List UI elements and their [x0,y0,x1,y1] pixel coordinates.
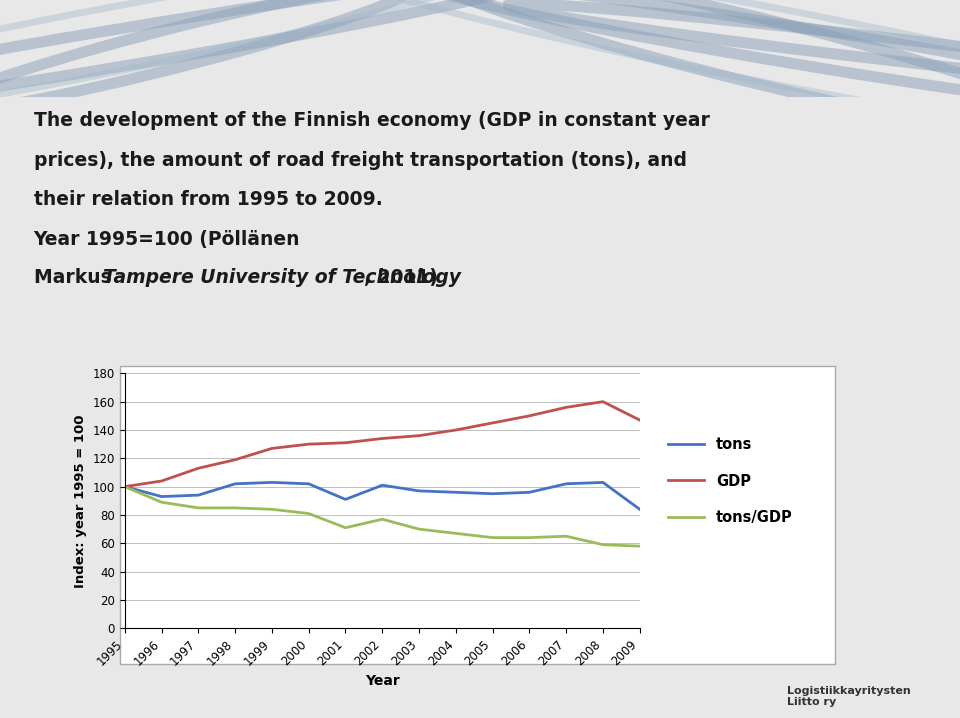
GDP [303,440,315,449]
tons [487,490,498,498]
tons/GDP [561,532,572,541]
tons/GDP [487,533,498,542]
tons [561,480,572,488]
tons/GDP [303,509,315,518]
tons/GDP [597,541,609,549]
tons/GDP [229,503,241,512]
tons [303,480,315,488]
tons/GDP [376,515,388,523]
Text: Logistiikkayritysten
Liitto ry: Logistiikkayritysten Liitto ry [787,686,911,707]
tons [450,488,462,497]
GDP [414,432,425,440]
tons/GDP [193,503,204,512]
GDP [450,426,462,434]
tons [523,488,535,497]
GDP [376,434,388,443]
GDP [523,411,535,420]
GDP [119,482,131,491]
GDP [487,419,498,427]
Y-axis label: Index: year 1995 = 100: Index: year 1995 = 100 [74,414,87,587]
GDP [156,477,167,485]
tons/GDP [414,525,425,533]
tons [634,505,645,513]
Text: , 2011): , 2011) [364,268,438,286]
GDP [597,397,609,406]
Text: prices), the amount of road freight transportation (tons), and: prices), the amount of road freight tran… [34,151,686,169]
Text: their relation from 1995 to 2009.: their relation from 1995 to 2009. [34,190,382,209]
tons/GDP [450,529,462,538]
GDP [634,416,645,424]
tons/GDP [119,482,131,491]
GDP [193,464,204,472]
tons [597,478,609,487]
tons [414,487,425,495]
GDP [229,455,241,464]
Line: tons: tons [125,482,639,509]
tons [266,478,277,487]
tons/GDP [340,523,351,532]
tons/GDP [266,505,277,513]
tons [193,491,204,500]
tons [229,480,241,488]
tons [156,493,167,501]
X-axis label: Year: Year [365,674,399,688]
Line: tons/GDP: tons/GDP [125,487,639,546]
tons [340,495,351,504]
Line: GDP: GDP [125,401,639,487]
Text: Year 1995=100 (Pöllänen: Year 1995=100 (Pöllänen [34,230,300,248]
Text: Tampere University of Technology: Tampere University of Technology [103,268,461,286]
tons/GDP [634,542,645,551]
tons [376,481,388,490]
tons/GDP [523,533,535,542]
GDP [561,403,572,411]
GDP [266,444,277,453]
Text: Markus: Markus [34,268,118,286]
tons [119,482,131,491]
Legend: tons, GDP, tons/GDP: tons, GDP, tons/GDP [667,437,793,526]
tons/GDP [156,498,167,506]
GDP [340,439,351,447]
Text: The development of the Finnish economy (GDP in constant year: The development of the Finnish economy (… [34,111,709,130]
